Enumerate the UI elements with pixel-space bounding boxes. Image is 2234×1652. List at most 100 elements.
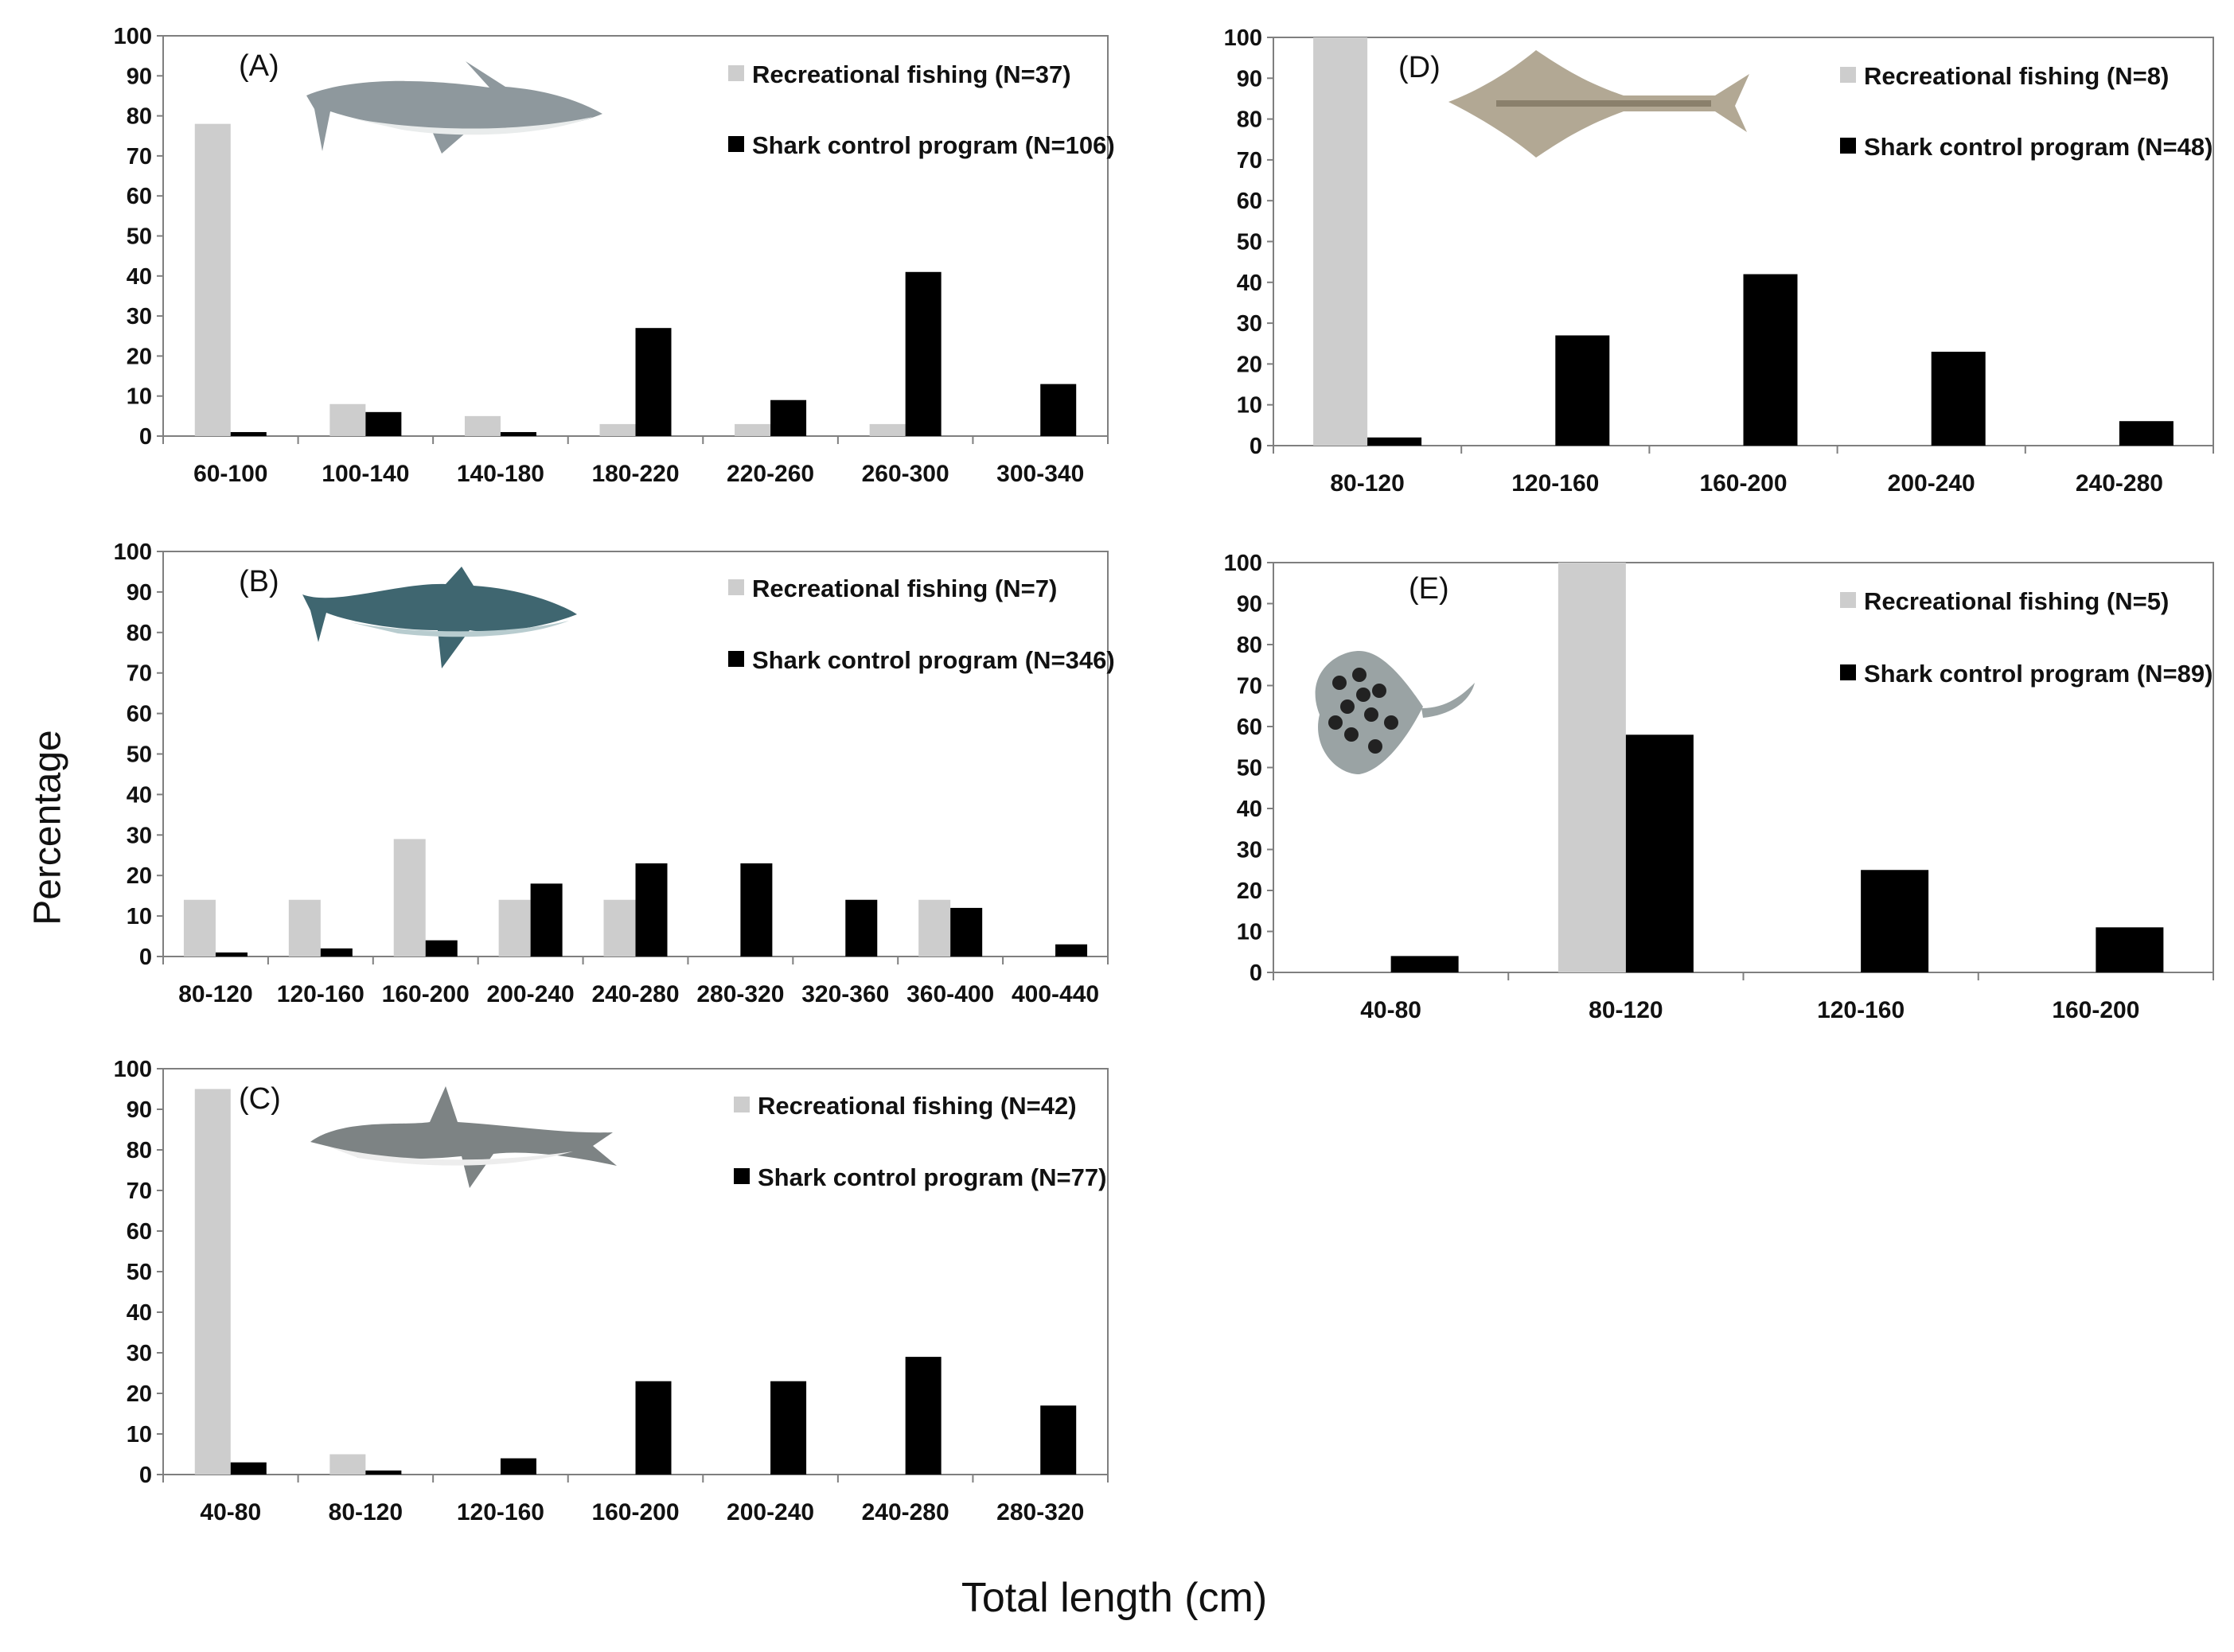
y-tick-label: 10 bbox=[127, 904, 152, 929]
y-tick-label: 0 bbox=[1250, 434, 1262, 459]
bar-control bbox=[905, 1357, 942, 1475]
bar-recreational bbox=[194, 123, 231, 436]
bar-control bbox=[1367, 437, 1422, 446]
x-tick-label: 120-160 bbox=[277, 981, 365, 1007]
bar-recreational bbox=[194, 1089, 231, 1475]
bar-control bbox=[950, 907, 983, 957]
bar-control bbox=[365, 1470, 402, 1475]
bar-recreational bbox=[599, 423, 636, 436]
bar-control bbox=[2096, 927, 2164, 972]
x-tick-label: 400-440 bbox=[1012, 981, 1099, 1007]
y-tick-label: 40 bbox=[1237, 271, 1262, 296]
bar-control bbox=[635, 863, 668, 957]
x-tick-label: 280-320 bbox=[696, 981, 784, 1007]
panel-label: (A) bbox=[239, 49, 279, 83]
y-tick-label: 70 bbox=[1237, 148, 1262, 173]
legend-swatch-recreational bbox=[728, 579, 744, 595]
bar-control bbox=[230, 431, 267, 436]
x-tick-label: 140-180 bbox=[457, 461, 544, 487]
x-tick-label: 200-240 bbox=[727, 1499, 814, 1525]
legend-label-recreational: Recreational fishing (N=5) bbox=[1864, 587, 2169, 615]
y-tick-label: 10 bbox=[1237, 920, 1262, 945]
y-tick-label: 60 bbox=[127, 702, 152, 727]
legend: Recreational fishing (N=7) Shark control … bbox=[728, 575, 1115, 674]
legend-swatch-recreational bbox=[1840, 67, 1856, 83]
legend: Recreational fishing (N=42) Shark control… bbox=[734, 1092, 1106, 1191]
y-tick-label: 90 bbox=[1237, 592, 1262, 618]
y-tick-label: 50 bbox=[127, 1260, 152, 1285]
x-tick-label: 200-240 bbox=[1888, 470, 1975, 497]
x-axis-title: Total length (cm) bbox=[961, 1575, 1268, 1621]
x-tick-label: 240-280 bbox=[2076, 470, 2163, 497]
y-tick-label: 60 bbox=[127, 1219, 152, 1245]
bar-control bbox=[1055, 944, 1088, 957]
y-tick-label: 100 bbox=[114, 540, 152, 565]
y-tick-label: 50 bbox=[127, 224, 152, 250]
legend-label-control: Shark control program (N=106) bbox=[752, 131, 1115, 159]
y-tick-label: 100 bbox=[114, 24, 152, 49]
y-tick-label: 60 bbox=[127, 184, 152, 209]
y-tick-label: 0 bbox=[1250, 960, 1262, 986]
legend-swatch-control bbox=[728, 651, 744, 667]
bar-recreational bbox=[393, 839, 426, 957]
x-tick-label: 120-160 bbox=[1511, 470, 1599, 497]
legend-label-recreational: Recreational fishing (N=37) bbox=[752, 60, 1071, 88]
y-tick-label: 100 bbox=[1224, 551, 1262, 576]
y-axis-title: Percentage bbox=[16, 730, 80, 925]
y-tick-label: 10 bbox=[127, 384, 152, 410]
x-tick-label: 360-400 bbox=[906, 981, 994, 1007]
plot-frame bbox=[1273, 562, 2214, 973]
panel-label: (B) bbox=[239, 565, 279, 598]
chart-panel: 0 10 20 30 40 50 60 70 80 90 100 80-120 120-160 160-2… bbox=[114, 540, 1115, 1007]
legend-label-control: Shark control program (N=89) bbox=[1864, 660, 2213, 688]
y-tick-label: 20 bbox=[1237, 352, 1262, 377]
y-tick-label: 20 bbox=[127, 863, 152, 889]
panel-label: (C) bbox=[239, 1082, 281, 1116]
x-tick-label: 200-240 bbox=[487, 981, 575, 1007]
y-tick-label: 50 bbox=[1237, 230, 1262, 255]
y-tick-label: 90 bbox=[127, 1097, 152, 1123]
bar-control bbox=[635, 328, 672, 436]
y-tick-label: 70 bbox=[1237, 674, 1262, 699]
y-tick-label: 80 bbox=[127, 621, 152, 646]
y-tick-label: 40 bbox=[1237, 797, 1262, 822]
bar-control bbox=[740, 863, 773, 957]
legend-label-control: Shark control program (N=77) bbox=[758, 1163, 1106, 1191]
bar-recreational bbox=[1313, 37, 1368, 446]
y-tick-label: 0 bbox=[139, 945, 152, 970]
x-tick-label: 160-200 bbox=[591, 1499, 679, 1525]
y-tick-label: 30 bbox=[1237, 311, 1262, 337]
panel-label: (D) bbox=[1398, 51, 1441, 84]
bar-recreational bbox=[183, 899, 216, 957]
legend-label-recreational: Recreational fishing (N=42) bbox=[758, 1092, 1077, 1120]
y-tick-label: 80 bbox=[1237, 633, 1262, 658]
y-tick-label: 70 bbox=[127, 1179, 152, 1204]
legend: Recreational fishing (N=8) Shark control … bbox=[1840, 62, 2213, 161]
bar-control bbox=[365, 411, 402, 436]
bar-control bbox=[1040, 1405, 1077, 1475]
legend: Recreational fishing (N=37) Shark control… bbox=[728, 60, 1115, 159]
y-tick-label: 60 bbox=[1237, 189, 1262, 214]
bar-control bbox=[770, 1381, 807, 1475]
x-tick-label: 100-140 bbox=[322, 461, 409, 487]
y-tick-label: 90 bbox=[127, 580, 152, 606]
bull-shark-icon bbox=[306, 61, 602, 154]
bar-control bbox=[215, 952, 248, 957]
chart-panel: 0 10 20 30 40 50 60 70 80 90 100 40-80 80-120 120-160… bbox=[114, 1057, 1109, 1525]
bar-control bbox=[635, 1381, 672, 1475]
x-tick-label: 160-200 bbox=[2052, 997, 2139, 1023]
stingray-icon bbox=[1315, 651, 1475, 774]
bar-recreational bbox=[329, 403, 366, 436]
bar-recreational bbox=[329, 1454, 366, 1475]
tiger-shark-icon bbox=[302, 567, 577, 668]
bar-control bbox=[500, 431, 536, 436]
x-tick-label: 40-80 bbox=[200, 1499, 261, 1525]
chart-panel: 0 10 20 30 40 50 60 70 80 90 100 60-100 100-140 140-1… bbox=[114, 24, 1115, 487]
bar-recreational bbox=[735, 423, 771, 436]
chart-panel: 0 10 20 30 40 50 60 70 80 90 100 40-80 80-120 120-160… bbox=[1224, 551, 2214, 1023]
y-tick-label: 70 bbox=[127, 661, 152, 687]
y-tick-label: 0 bbox=[139, 1463, 152, 1488]
legend: Recreational fishing (N=5) Shark control … bbox=[1840, 587, 2213, 688]
bar-recreational bbox=[288, 899, 321, 957]
